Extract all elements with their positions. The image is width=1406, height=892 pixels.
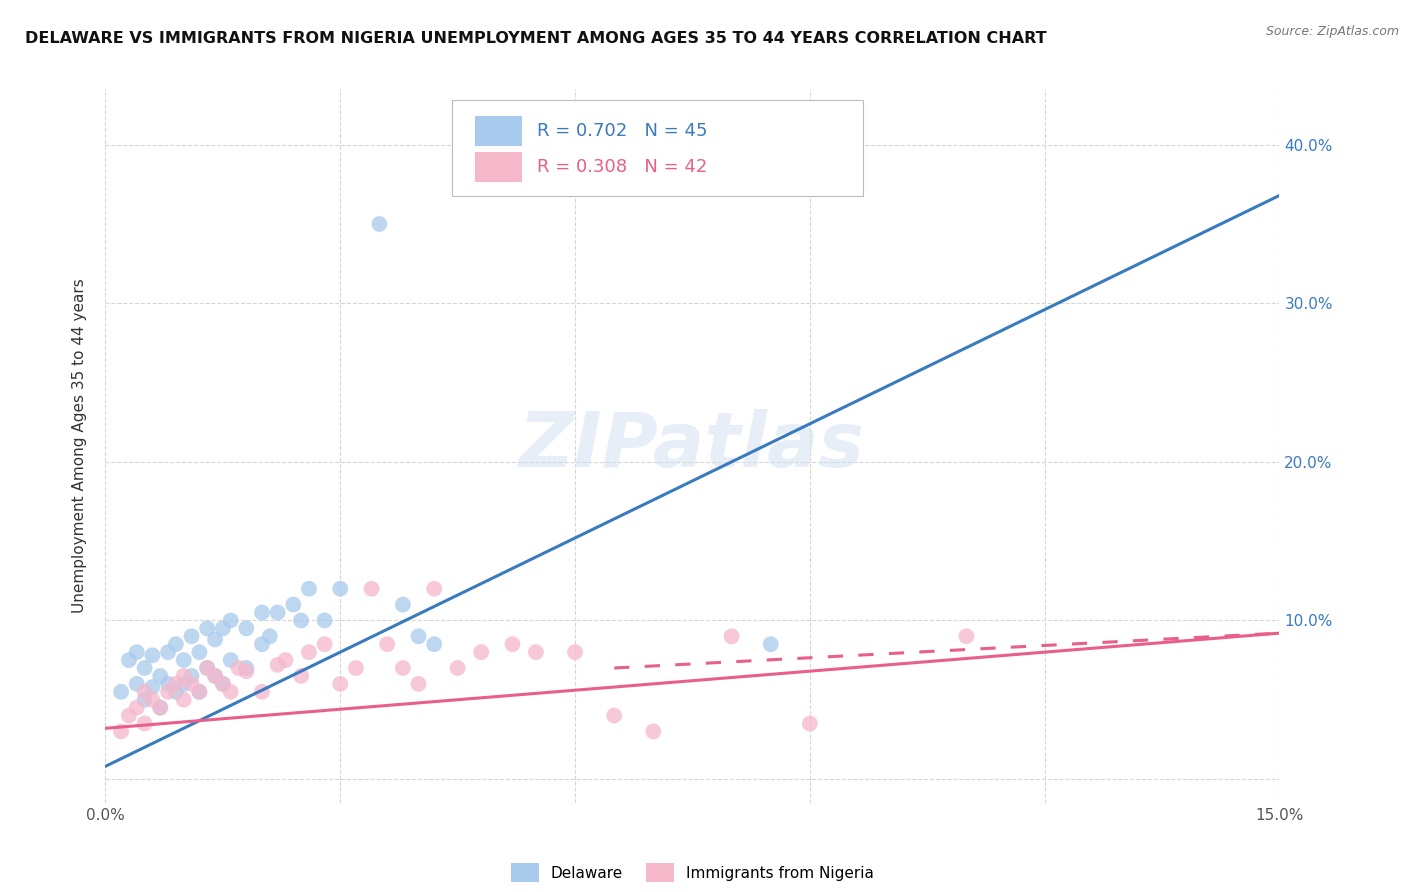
Bar xyxy=(475,116,522,146)
Point xyxy=(392,598,415,612)
Point xyxy=(329,582,352,596)
Point xyxy=(165,637,187,651)
Y-axis label: Unemployment Among Ages 35 to 44 years: Unemployment Among Ages 35 to 44 years xyxy=(72,278,87,614)
Point xyxy=(173,677,195,691)
Point xyxy=(643,724,665,739)
Point xyxy=(408,677,430,691)
Point xyxy=(259,629,281,643)
Point xyxy=(219,614,242,628)
Point xyxy=(134,692,156,706)
Point xyxy=(211,621,233,635)
Point xyxy=(180,669,202,683)
Point xyxy=(110,724,132,739)
Point xyxy=(149,669,172,683)
Point xyxy=(219,685,242,699)
Point xyxy=(314,614,336,628)
Point xyxy=(219,653,242,667)
Point xyxy=(195,661,218,675)
Point xyxy=(720,629,742,643)
Point xyxy=(204,669,226,683)
Point xyxy=(149,700,172,714)
Point xyxy=(204,632,226,647)
Point xyxy=(658,178,681,192)
Point xyxy=(211,677,233,691)
Point xyxy=(195,661,218,675)
Point xyxy=(250,685,273,699)
Point xyxy=(266,657,288,672)
Point xyxy=(235,664,257,678)
Point xyxy=(141,680,163,694)
Point xyxy=(375,637,398,651)
Point xyxy=(165,677,187,691)
Point xyxy=(188,645,211,659)
Point xyxy=(314,637,336,651)
Point xyxy=(235,621,257,635)
Text: R = 0.702   N = 45: R = 0.702 N = 45 xyxy=(537,122,709,140)
Point xyxy=(250,637,273,651)
Point xyxy=(211,677,233,691)
FancyBboxPatch shape xyxy=(451,100,863,196)
Point xyxy=(141,692,163,706)
Point xyxy=(134,716,156,731)
Point xyxy=(423,637,446,651)
Point xyxy=(470,645,492,659)
Point xyxy=(799,716,821,731)
Point xyxy=(165,685,187,699)
Point xyxy=(524,645,547,659)
Point xyxy=(228,661,250,675)
Point xyxy=(173,653,195,667)
Point xyxy=(110,685,132,699)
Point xyxy=(501,637,523,651)
Point xyxy=(564,645,586,659)
Text: ZIPatlas: ZIPatlas xyxy=(519,409,866,483)
Point xyxy=(125,677,148,691)
Point xyxy=(368,217,391,231)
Point xyxy=(266,606,288,620)
Point xyxy=(157,677,180,691)
Point xyxy=(188,685,211,699)
Point xyxy=(344,661,367,675)
Point xyxy=(250,606,273,620)
Point xyxy=(134,685,156,699)
Point xyxy=(141,648,163,663)
Legend: Delaware, Immigrants from Nigeria: Delaware, Immigrants from Nigeria xyxy=(505,857,880,888)
Point xyxy=(603,708,626,723)
Point xyxy=(392,661,415,675)
Point xyxy=(408,629,430,643)
Point xyxy=(157,685,180,699)
Point xyxy=(759,637,782,651)
Text: Source: ZipAtlas.com: Source: ZipAtlas.com xyxy=(1265,25,1399,38)
Point xyxy=(180,629,202,643)
Point xyxy=(290,614,312,628)
Point xyxy=(188,685,211,699)
Point xyxy=(118,708,141,723)
Point xyxy=(298,582,321,596)
Point xyxy=(360,582,382,596)
Point xyxy=(955,629,977,643)
Point xyxy=(195,621,218,635)
Point xyxy=(173,669,195,683)
Text: DELAWARE VS IMMIGRANTS FROM NIGERIA UNEMPLOYMENT AMONG AGES 35 TO 44 YEARS CORRE: DELAWARE VS IMMIGRANTS FROM NIGERIA UNEM… xyxy=(25,31,1047,46)
Point xyxy=(235,661,257,675)
Point xyxy=(149,700,172,714)
Point xyxy=(446,661,468,675)
Point xyxy=(298,645,321,659)
Point xyxy=(290,669,312,683)
Text: R = 0.308   N = 42: R = 0.308 N = 42 xyxy=(537,158,707,176)
Point xyxy=(423,582,446,596)
Point xyxy=(173,692,195,706)
Bar xyxy=(475,152,522,182)
Point xyxy=(329,677,352,691)
Point xyxy=(134,661,156,675)
Point xyxy=(204,669,226,683)
Point xyxy=(118,653,141,667)
Point xyxy=(125,700,148,714)
Point xyxy=(157,645,180,659)
Point xyxy=(180,677,202,691)
Point xyxy=(274,653,297,667)
Point xyxy=(125,645,148,659)
Point xyxy=(283,598,305,612)
